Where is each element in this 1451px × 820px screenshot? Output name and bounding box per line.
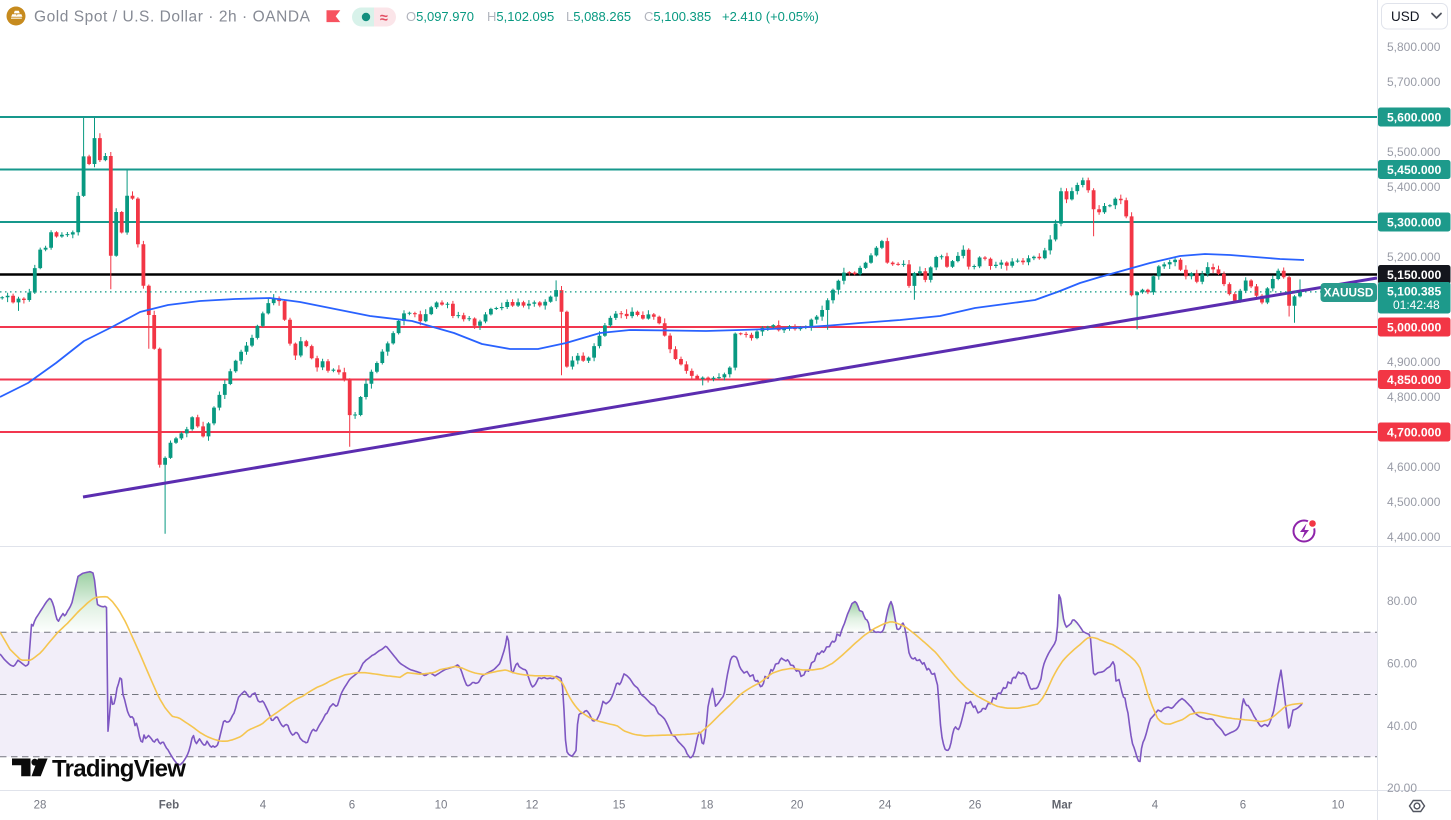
svg-text:4,700.000: 4,700.000 [1387,425,1441,439]
svg-text:Feb: Feb [159,800,179,812]
svg-text:5,450.000: 5,450.000 [1387,163,1441,177]
svg-text:5,800.000: 5,800.000 [1387,40,1441,54]
svg-text:4,900.000: 4,900.000 [1387,355,1441,369]
svg-text:4,600.000: 4,600.000 [1387,460,1441,474]
svg-text:4,850.000: 4,850.000 [1387,373,1441,387]
svg-text:Mar: Mar [1052,800,1073,812]
svg-text:C5,100.385: C5,100.385 [644,9,711,24]
svg-text:4,800.000: 4,800.000 [1387,390,1441,404]
svg-text:5,300.000: 5,300.000 [1387,215,1441,229]
svg-text:15: 15 [613,800,626,812]
svg-text:≈: ≈ [380,11,388,27]
svg-text:L5,088.265: L5,088.265 [566,9,631,24]
svg-text:6: 6 [349,800,355,812]
svg-text:18: 18 [701,800,714,812]
svg-text:80.00: 80.00 [1387,594,1417,608]
svg-text:28: 28 [34,800,47,812]
svg-text:4: 4 [1152,800,1159,812]
svg-text:60.00: 60.00 [1387,657,1417,671]
svg-text:4,400.000: 4,400.000 [1387,530,1441,544]
svg-text:20: 20 [791,800,804,812]
svg-text:24: 24 [879,800,892,812]
svg-text:20.00: 20.00 [1387,781,1417,795]
svg-text:TradingView: TradingView [52,756,186,783]
svg-text:USD: USD [1391,9,1420,24]
svg-text:5,500.000: 5,500.000 [1387,145,1441,159]
svg-text:5,200.000: 5,200.000 [1387,250,1441,264]
svg-text:40.00: 40.00 [1387,719,1417,733]
svg-text:5,600.000: 5,600.000 [1387,110,1441,124]
svg-text:5,100.385: 5,100.385 [1387,285,1441,299]
svg-text:5,150.000: 5,150.000 [1387,268,1441,282]
svg-text:10: 10 [1332,800,1345,812]
svg-text:4,500.000: 4,500.000 [1387,495,1441,509]
svg-text:O5,097.970: O5,097.970 [406,9,474,24]
svg-text:H5,102.095: H5,102.095 [487,9,554,24]
svg-text:+2.410 (+0.05%): +2.410 (+0.05%) [722,9,819,24]
svg-text:01:42:48: 01:42:48 [1393,298,1440,312]
svg-text:5,000.000: 5,000.000 [1387,320,1441,334]
svg-text:10: 10 [435,800,448,812]
svg-text:26: 26 [969,800,982,812]
svg-text:XAUUSD: XAUUSD [1324,285,1374,299]
svg-text:Gold Spot / U.S. Dollar · 2h ·: Gold Spot / U.S. Dollar · 2h · OANDA [34,9,311,26]
svg-text:5,400.000: 5,400.000 [1387,180,1441,194]
svg-text:5,700.000: 5,700.000 [1387,75,1441,89]
svg-text:6: 6 [1240,800,1246,812]
svg-text:4: 4 [260,800,267,812]
svg-text:12: 12 [526,800,539,812]
